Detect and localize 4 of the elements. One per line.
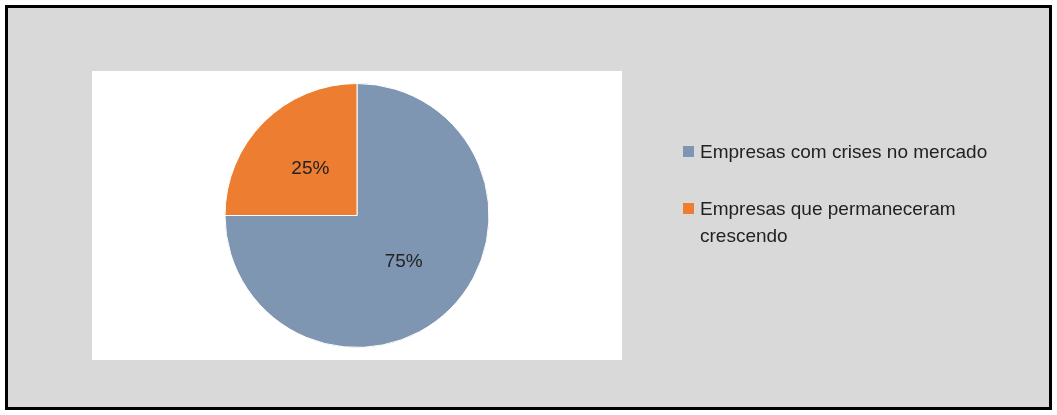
- legend-label: Empresas com crises no mercado: [700, 140, 988, 164]
- data-label: 25%: [291, 157, 330, 179]
- legend-label: Empresas que permaneceram crescendo: [700, 197, 957, 248]
- data-label: 75%: [384, 250, 423, 272]
